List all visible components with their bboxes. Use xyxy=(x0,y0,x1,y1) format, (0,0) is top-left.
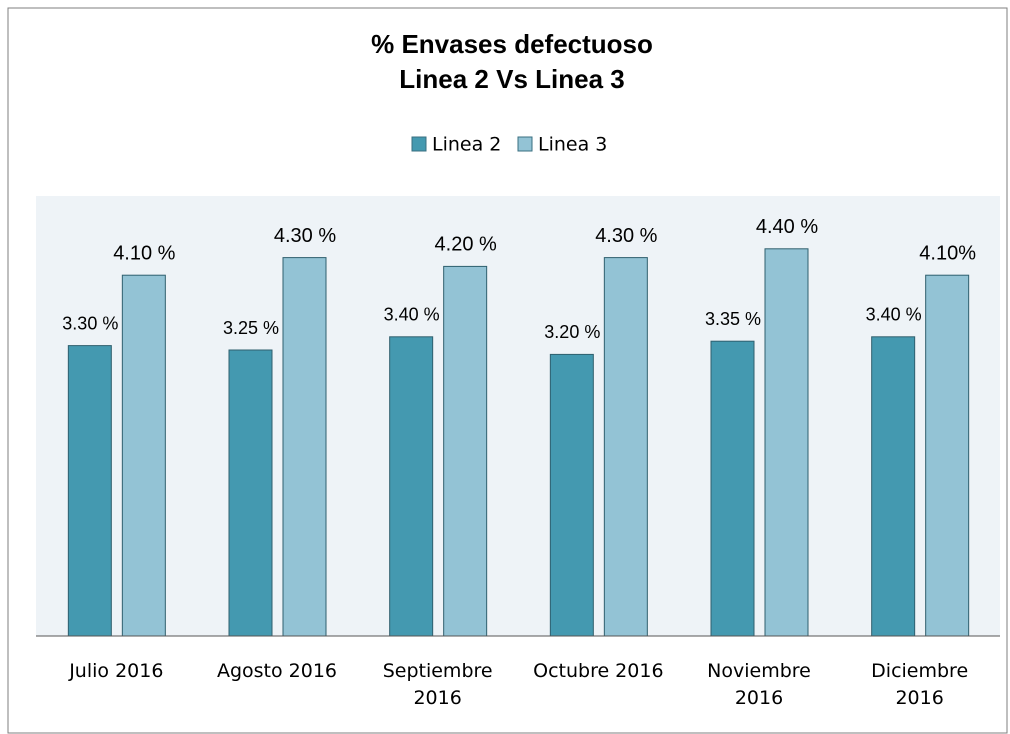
data-label: 4.20 % xyxy=(435,234,497,256)
data-label: 4.40 % xyxy=(756,216,818,238)
x-tick-label: Agosto 2016 xyxy=(216,660,338,682)
bar xyxy=(228,349,273,637)
data-label: 4.10% xyxy=(919,242,976,264)
x-tick-label: Diciembre 2016 xyxy=(871,660,969,709)
legend-swatch xyxy=(517,136,533,152)
legend-swatch xyxy=(411,136,427,152)
chart-subtitle: Linea 2 Vs Linea 3 xyxy=(399,64,624,94)
x-tick-label: Noviembre 2016 xyxy=(707,660,811,709)
plot-area xyxy=(36,196,1000,636)
bar xyxy=(121,274,166,637)
bar xyxy=(389,336,434,637)
x-tick-label: Octubre 2016 xyxy=(533,660,664,682)
bar xyxy=(549,353,594,637)
chart-title: % Envases defectuoso xyxy=(371,29,653,59)
bar xyxy=(871,336,916,637)
bar xyxy=(282,257,327,637)
data-label: 3.40 % xyxy=(384,305,440,325)
bar xyxy=(710,340,755,637)
data-label: 4.30 % xyxy=(595,225,657,247)
bar xyxy=(67,345,112,637)
data-label: 3.20 % xyxy=(544,322,600,342)
legend-label: Linea 2 xyxy=(432,134,501,156)
data-label: 3.35 % xyxy=(705,309,761,329)
data-label: 3.40 % xyxy=(866,305,922,325)
bar xyxy=(764,248,809,637)
data-label: 3.25 % xyxy=(223,318,279,338)
bar xyxy=(603,257,648,637)
bar xyxy=(925,274,970,637)
x-tick-label: Septiembre 2016 xyxy=(382,660,493,709)
data-label: 4.30 % xyxy=(274,225,336,247)
bar xyxy=(443,265,488,637)
data-label: 3.30 % xyxy=(62,313,118,333)
data-label: 4.10 % xyxy=(113,242,175,264)
x-tick-label: Julio 2016 xyxy=(69,660,164,682)
legend-label: Linea 3 xyxy=(538,134,607,156)
